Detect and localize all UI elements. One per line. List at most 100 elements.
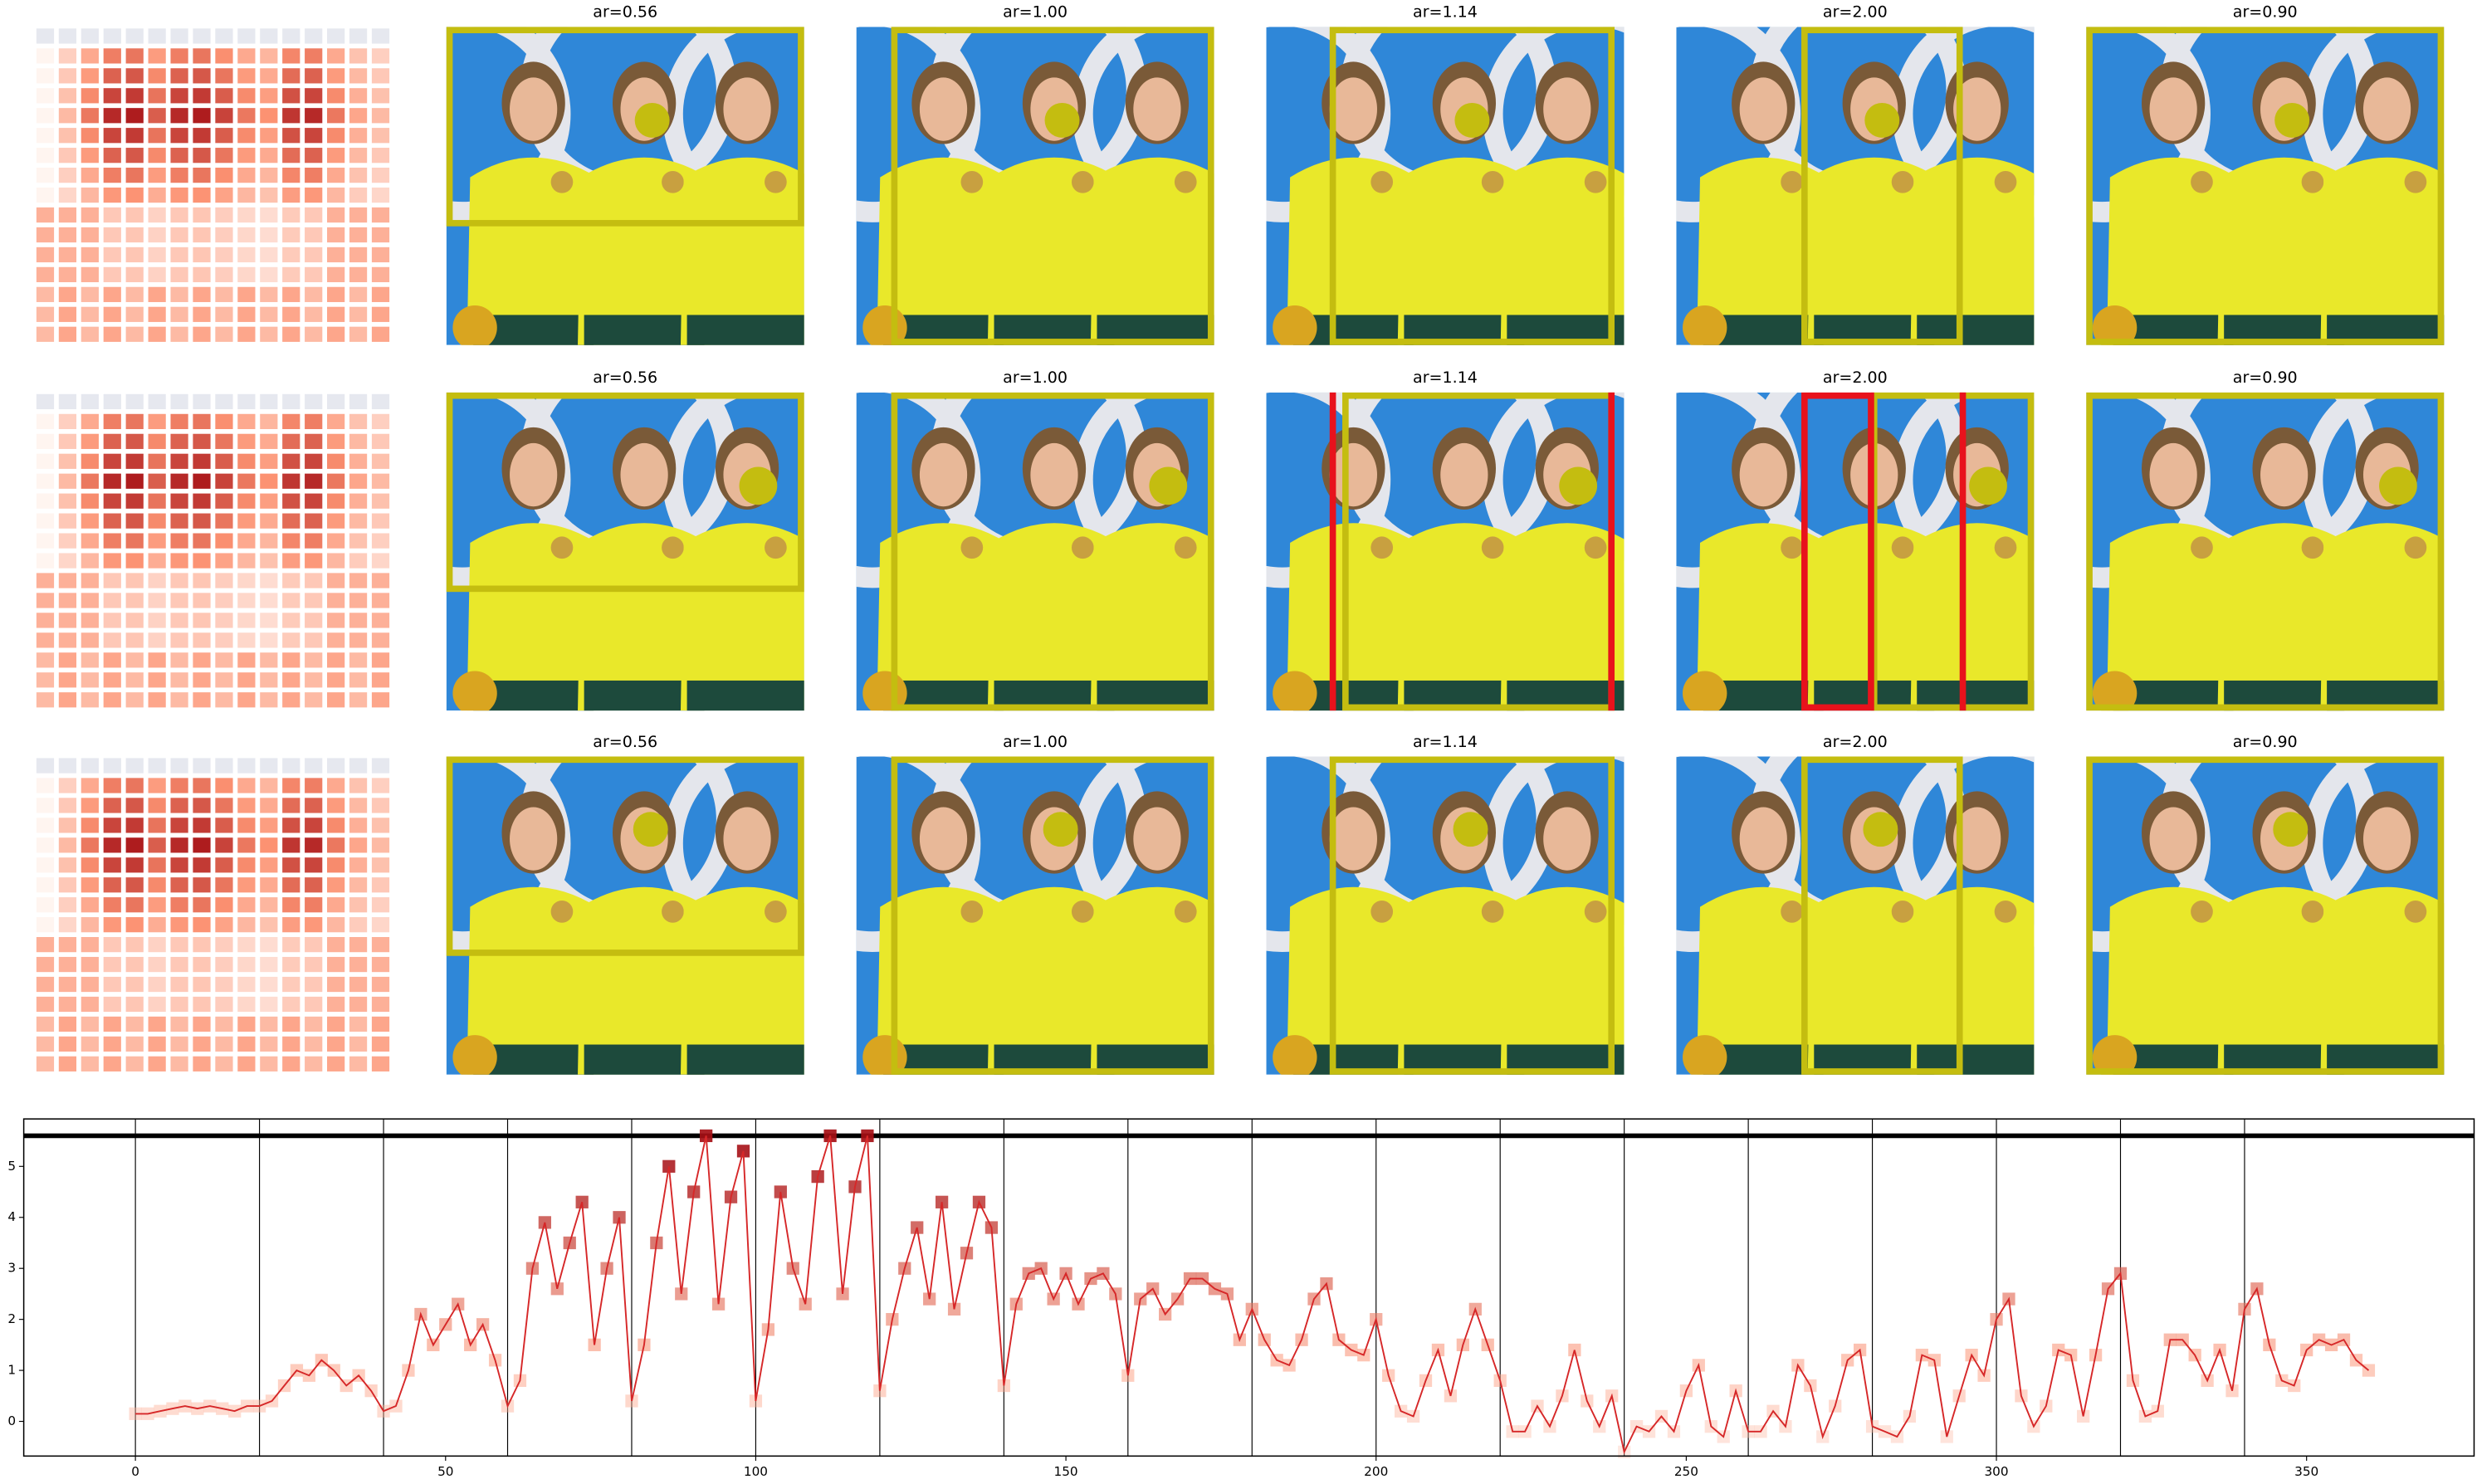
heat-cell: [148, 207, 166, 223]
heat-cell: [36, 413, 55, 430]
medal: [765, 536, 787, 559]
heat-cell: [103, 227, 121, 243]
heat-cell: [215, 837, 233, 853]
heat-cell: [371, 877, 390, 893]
heat-cell: [215, 108, 233, 124]
heat-cell: [170, 513, 188, 529]
heat-cell: [193, 917, 211, 933]
heat-cell: [148, 593, 166, 608]
panel-title: ar=0.56: [593, 3, 657, 22]
heat-cell: [305, 917, 323, 933]
jacket: [877, 157, 1010, 345]
heat-cell: [305, 1056, 323, 1072]
heat-cell: [327, 493, 345, 509]
heat-cell: [81, 798, 99, 813]
heat-cell: [36, 976, 55, 993]
heat-cell: [282, 48, 300, 64]
panel-title: ar=2.00: [1823, 369, 1888, 387]
heat-cell: [58, 632, 77, 648]
heat-cell: [282, 326, 300, 342]
heat-cell: [81, 393, 99, 410]
heat-cell: [282, 818, 300, 833]
heat-cell: [148, 573, 166, 588]
heat-cell: [58, 513, 77, 529]
heat-cell: [371, 247, 390, 263]
heat-cell: [237, 1016, 256, 1032]
heat-cell: [125, 758, 144, 774]
heat-cell: [260, 68, 278, 84]
face: [2260, 442, 2309, 507]
face: [1953, 807, 2001, 871]
heat-cell: [193, 187, 211, 203]
heat-cell: [282, 227, 300, 243]
heat-cell: [103, 613, 121, 628]
medal: [2191, 170, 2213, 193]
heat-cell: [58, 672, 77, 688]
heat-cell: [371, 1016, 390, 1032]
face: [510, 807, 558, 871]
heat-cell: [349, 837, 368, 853]
heat-cell: [215, 1016, 233, 1032]
heat-cell: [58, 692, 77, 708]
medal: [1481, 536, 1504, 559]
face: [723, 807, 771, 871]
heat-cell: [125, 1016, 144, 1032]
heat-cell: [282, 1016, 300, 1032]
heat-cell: [349, 996, 368, 1013]
medal: [1584, 170, 1607, 193]
heat-cell: [215, 877, 233, 893]
focus-dot: [1559, 466, 1598, 505]
heat-cell: [103, 108, 121, 124]
crop-box: [891, 756, 1214, 1075]
heat-cell: [193, 88, 211, 104]
heat-cell: [170, 692, 188, 708]
heat-cell: [148, 187, 166, 203]
heat-cell: [125, 306, 144, 322]
heat-cell: [282, 473, 300, 489]
heat-cell: [349, 306, 368, 322]
photo-content: [856, 756, 1214, 1075]
heat-cell: [305, 433, 323, 449]
heat-cell: [282, 798, 300, 813]
heat-cell: [193, 28, 211, 44]
heat-cell: [170, 207, 188, 223]
heat-cell: [215, 326, 233, 342]
heat-cell: [349, 976, 368, 993]
heat-cell: [193, 573, 211, 588]
jacket: [2320, 157, 2445, 345]
heat-cell: [148, 128, 166, 144]
photo: [2086, 392, 2445, 711]
heat-cell: [305, 1016, 323, 1032]
heat-cell: [371, 326, 390, 342]
heat-cell: [305, 68, 323, 84]
heat-cell: [260, 393, 278, 410]
heat-cell: [36, 692, 55, 708]
heat-cell: [237, 758, 256, 774]
heat-cell: [148, 778, 166, 793]
heat-cell: [237, 493, 256, 509]
heat-cell: [36, 877, 55, 893]
heat-cell: [349, 798, 368, 813]
heat-cell: [260, 453, 278, 469]
heat-cell: [282, 413, 300, 430]
heat-cell: [125, 48, 144, 64]
heat-cell: [349, 573, 368, 588]
heat-cell: [193, 1056, 211, 1072]
plot-frame: [22, 1118, 2475, 1457]
heat-cell: [327, 798, 345, 813]
focus-dot: [1453, 812, 1488, 847]
heat-cell: [148, 936, 166, 953]
heat-cell: [282, 286, 300, 302]
heat-cell: [305, 227, 323, 243]
heat-cell: [282, 553, 300, 569]
heat-cell: [349, 148, 368, 164]
panel-title: ar=0.56: [593, 369, 657, 387]
heat-cell: [58, 187, 77, 203]
medal: [960, 901, 984, 923]
heat-cell: [305, 778, 323, 793]
jacket: [1910, 886, 2035, 1075]
heat-cell: [237, 553, 256, 569]
heat-cell: [58, 1016, 77, 1032]
focus-dot: [634, 102, 670, 138]
heat-cell: [327, 326, 345, 342]
